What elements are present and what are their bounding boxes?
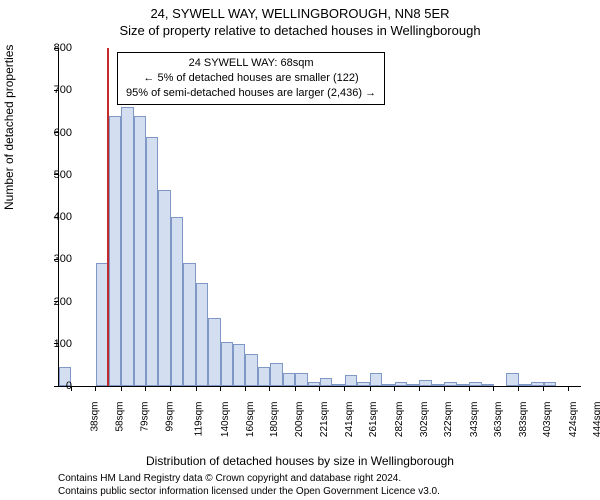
x-tick-mark xyxy=(469,386,470,391)
histogram-bar xyxy=(283,373,295,386)
x-tick-mark xyxy=(419,386,420,391)
histogram-bar xyxy=(395,382,407,386)
x-tick-label: 282sqm xyxy=(394,402,405,438)
histogram-bar xyxy=(134,116,146,386)
x-tick-mark xyxy=(493,386,494,391)
histogram-bar xyxy=(432,384,444,386)
x-tick-label: 200sqm xyxy=(294,402,305,438)
histogram-bar xyxy=(258,367,270,386)
x-tick-label: 322sqm xyxy=(443,402,454,438)
histogram-bar xyxy=(146,137,158,386)
x-tick-label: 221sqm xyxy=(319,402,330,438)
x-tick-label: 241sqm xyxy=(344,402,355,438)
x-tick-mark xyxy=(220,386,221,391)
x-tick-mark xyxy=(444,386,445,391)
chart-container: 24, SYWELL WAY, WELLINGBOROUGH, NN8 5ER … xyxy=(0,0,600,500)
x-tick-mark xyxy=(370,386,371,391)
histogram-bar xyxy=(121,107,133,386)
histogram-bar xyxy=(444,382,456,386)
x-tick-mark xyxy=(394,386,395,391)
x-tick-mark xyxy=(568,386,569,391)
x-tick-mark xyxy=(170,386,171,391)
histogram-bar xyxy=(208,318,220,386)
histogram-bar xyxy=(469,382,481,386)
y-tick-label: 600 xyxy=(54,127,72,139)
annotation-box: 24 SYWELL WAY: 68sqm ← 5% of detached ho… xyxy=(117,52,385,105)
histogram-bar xyxy=(158,190,170,386)
x-tick-mark xyxy=(145,386,146,391)
reference-line xyxy=(107,48,109,386)
y-tick-label: 800 xyxy=(54,42,72,54)
histogram-bar xyxy=(109,116,121,386)
x-tick-label: 343sqm xyxy=(469,402,480,438)
x-tick-label: 180sqm xyxy=(269,402,280,438)
x-tick-label: 383sqm xyxy=(518,402,529,438)
histogram-bar xyxy=(370,373,382,386)
attribution-line-1: Contains HM Land Registry data © Crown c… xyxy=(58,473,440,486)
y-tick-label: 0 xyxy=(66,380,72,392)
y-tick-label: 300 xyxy=(54,253,72,265)
x-tick-mark xyxy=(245,386,246,391)
x-tick-label: 99sqm xyxy=(164,402,175,432)
x-tick-mark xyxy=(543,386,544,391)
histogram-bar xyxy=(531,382,543,386)
x-tick-label: 424sqm xyxy=(568,402,579,438)
x-tick-label: 403sqm xyxy=(542,402,553,438)
annotation-line-1: 24 SYWELL WAY: 68sqm xyxy=(126,56,376,71)
x-tick-label: 140sqm xyxy=(220,402,231,438)
histogram-bar xyxy=(357,382,369,386)
histogram-bar xyxy=(320,378,332,386)
attribution-text: Contains HM Land Registry data © Crown c… xyxy=(58,473,440,498)
x-tick-mark xyxy=(295,386,296,391)
x-tick-mark xyxy=(319,386,320,391)
histogram-bar xyxy=(419,380,431,386)
x-tick-mark xyxy=(269,386,270,391)
x-axis-label: Distribution of detached houses by size … xyxy=(0,454,600,468)
histogram-bar xyxy=(196,283,208,387)
y-tick-label: 100 xyxy=(54,338,72,350)
x-tick-label: 444sqm xyxy=(592,402,600,438)
chart-title: 24, SYWELL WAY, WELLINGBOROUGH, NN8 5ER xyxy=(0,0,600,21)
histogram-bar xyxy=(519,384,531,386)
x-tick-mark xyxy=(121,386,122,391)
histogram-bar xyxy=(544,382,556,386)
x-tick-label: 79sqm xyxy=(140,402,151,432)
histogram-bar xyxy=(270,363,282,386)
x-tick-label: 363sqm xyxy=(493,402,504,438)
histogram-bar xyxy=(245,354,257,386)
histogram-bar xyxy=(506,373,518,386)
x-tick-label: 261sqm xyxy=(368,402,379,438)
histogram-bar xyxy=(221,342,233,386)
y-axis-label: Number of detached properties xyxy=(2,45,16,210)
histogram-bar xyxy=(233,344,245,386)
x-tick-mark xyxy=(344,386,345,391)
histogram-bar xyxy=(171,217,183,386)
y-tick-label: 500 xyxy=(54,169,72,181)
histogram-bar xyxy=(382,384,394,386)
x-tick-mark xyxy=(518,386,519,391)
histogram-bar xyxy=(457,384,469,386)
chart-subtitle: Size of property relative to detached ho… xyxy=(0,21,600,38)
histogram-bar xyxy=(482,384,494,386)
histogram-bar xyxy=(308,382,320,386)
x-tick-label: 38sqm xyxy=(90,402,101,432)
y-tick-label: 200 xyxy=(54,296,72,308)
annotation-line-3: 95% of semi-detached houses are larger (… xyxy=(126,86,376,101)
attribution-line-2: Contains public sector information licen… xyxy=(58,486,440,499)
histogram-bar xyxy=(345,375,357,386)
x-tick-label: 160sqm xyxy=(245,402,256,438)
histogram-bar xyxy=(183,263,195,386)
x-tick-label: 58sqm xyxy=(114,402,125,432)
histogram-bar xyxy=(295,373,307,386)
x-tick-label: 119sqm xyxy=(194,402,205,437)
y-tick-label: 700 xyxy=(54,84,72,96)
y-tick-label: 400 xyxy=(54,211,72,223)
x-tick-mark xyxy=(196,386,197,391)
plot-area: 24 SYWELL WAY: 68sqm ← 5% of detached ho… xyxy=(58,48,581,387)
x-tick-label: 302sqm xyxy=(419,402,430,438)
x-tick-mark xyxy=(95,386,96,391)
annotation-line-2: ← 5% of detached houses are smaller (122… xyxy=(126,71,376,86)
